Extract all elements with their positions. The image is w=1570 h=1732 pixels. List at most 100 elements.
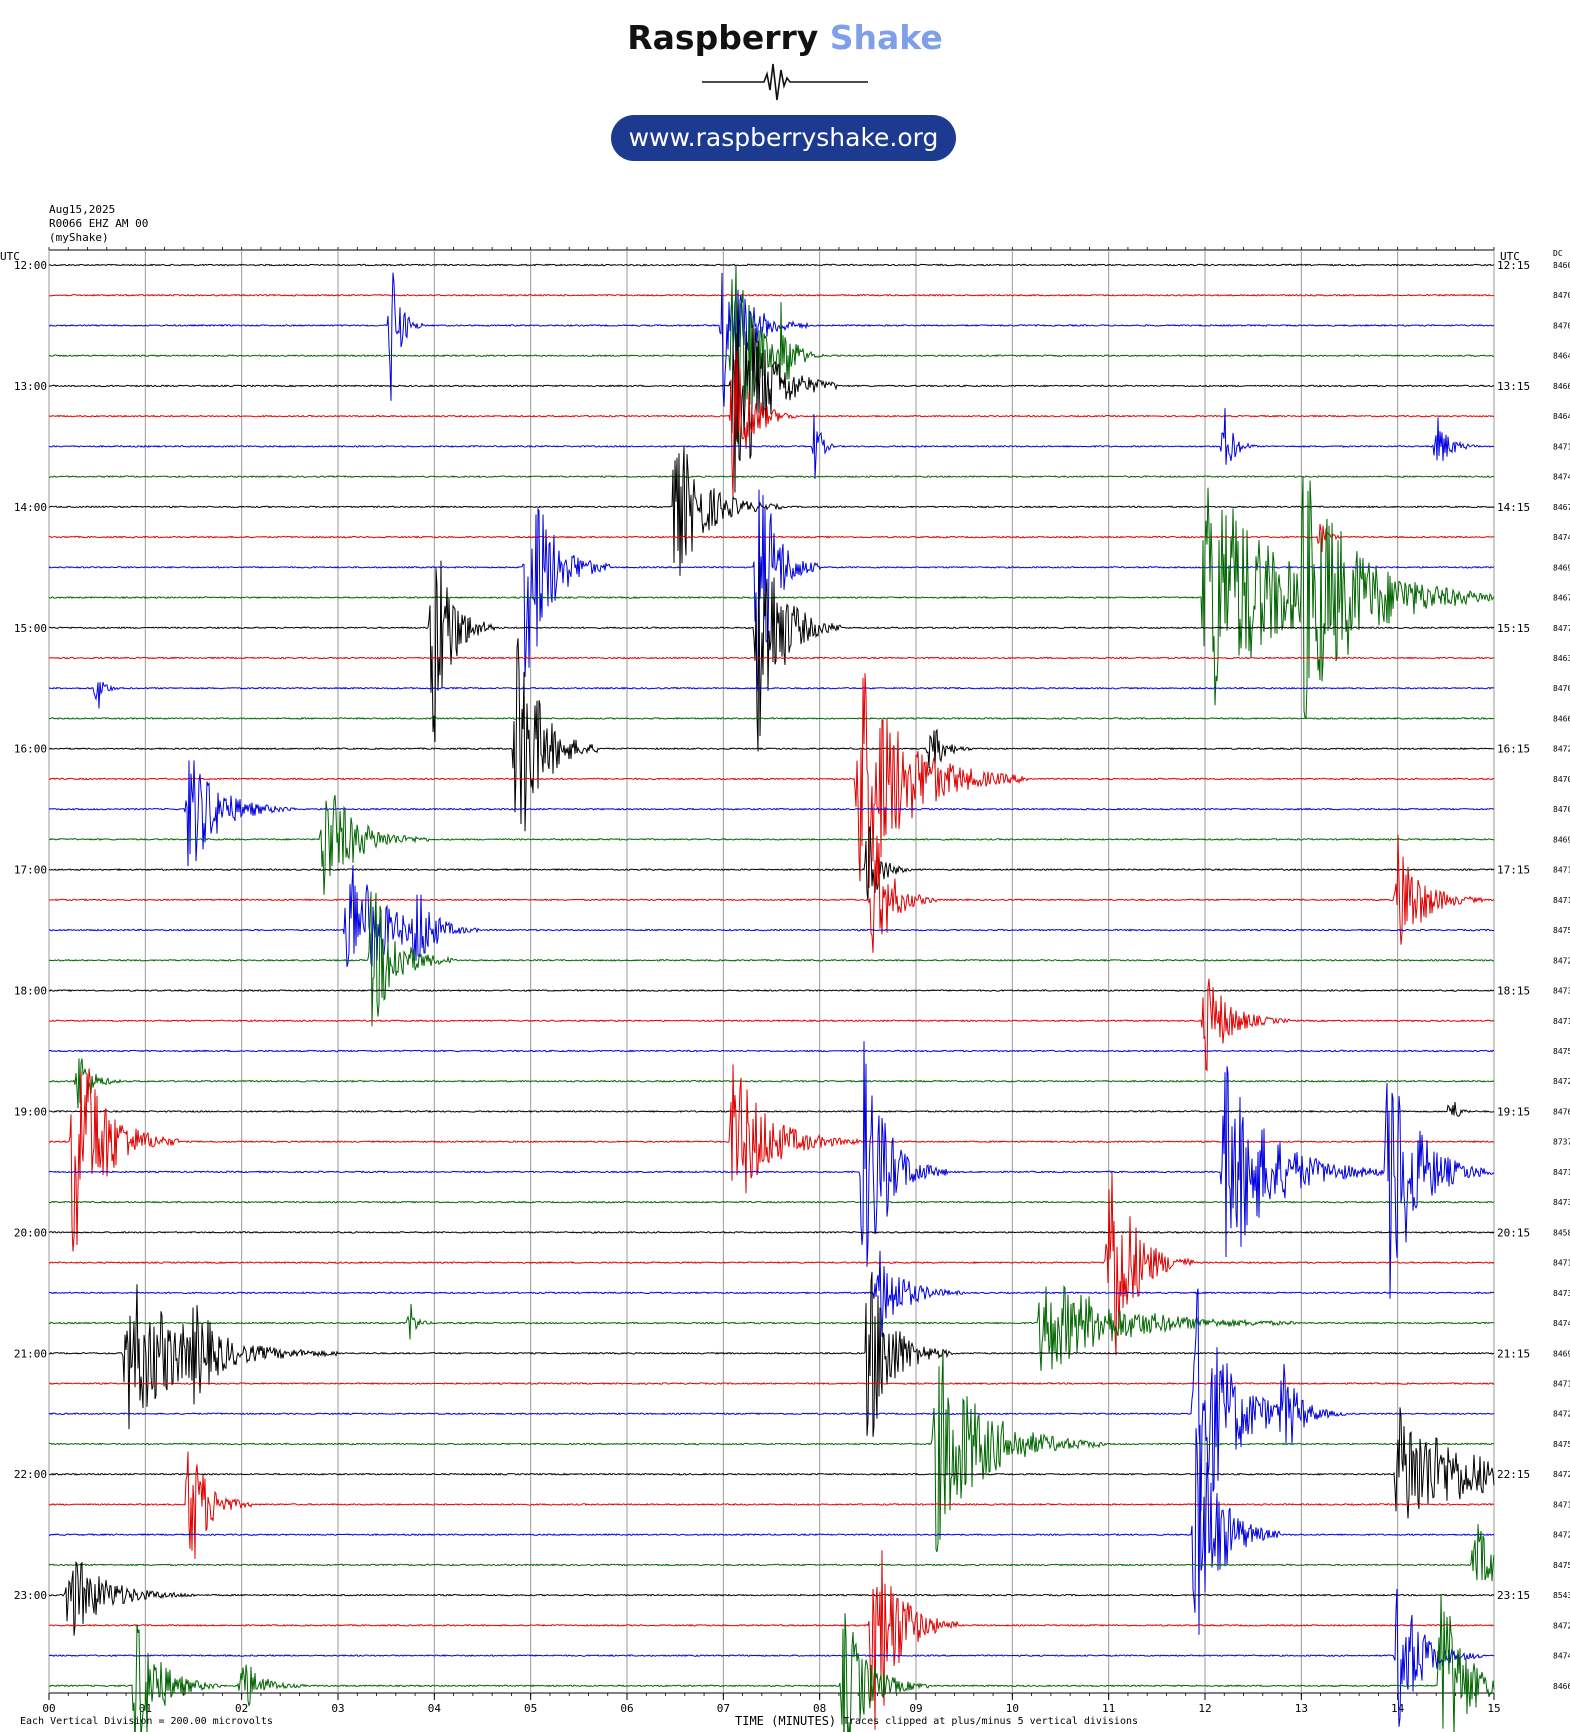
dc-offset-label: 8472 xyxy=(1553,1410,1570,1419)
seismic-trace-24 xyxy=(48,891,1495,1027)
dc-offset-label: 8458 xyxy=(1553,1228,1570,1237)
dc-offset-label: 8464 xyxy=(1553,352,1570,361)
x-tick-label: 11 xyxy=(1102,1702,1115,1715)
seismic-trace-25 xyxy=(48,989,1495,992)
seismic-trace-45 xyxy=(48,1561,1495,1636)
hour-label-left: 22:00 xyxy=(14,1468,47,1481)
hour-label-right: 23:15 xyxy=(1497,1589,1530,1602)
seismograph-wave-icon xyxy=(702,63,868,101)
dc-offset-label: 8474 xyxy=(1553,533,1570,542)
seismic-trace-21 xyxy=(48,826,1495,901)
dc-offset-label: 8472 xyxy=(1553,1531,1570,1540)
dc-offset-label: 8471 xyxy=(1553,1380,1570,1389)
seismic-trace-16 xyxy=(48,716,1494,720)
hour-label-left: 20:00 xyxy=(14,1226,47,1239)
dc-offset-label: 8472 xyxy=(1553,1077,1570,1086)
hour-label-right: 13:15 xyxy=(1497,380,1530,393)
seismic-trace-1 xyxy=(48,263,1495,267)
x-tick-label: 06 xyxy=(620,1702,633,1715)
hour-label-right: 18:15 xyxy=(1497,985,1530,998)
dc-offset-label: 8474 xyxy=(1553,473,1570,482)
dc-offset-label: 8473 xyxy=(1553,1198,1570,1207)
seismic-trace-4 xyxy=(48,264,1495,445)
scale-note: Each Vertical Division = 200.00 microvol… xyxy=(20,1716,273,1727)
hour-label-left: 18:00 xyxy=(14,985,47,998)
raspberry-shake-logo: Raspberry Shake www.raspberryshake.org xyxy=(0,0,1570,175)
seismic-trace-2 xyxy=(48,293,1495,297)
dc-offset-label: 8467 xyxy=(1553,503,1570,512)
dc-offset-label: 8543 xyxy=(1553,1591,1570,1600)
left-axis-label: UTC xyxy=(0,250,20,263)
seismic-trace-36 xyxy=(48,1285,1495,1371)
dc-offset-label: 8467 xyxy=(1553,594,1570,603)
seismic-trace-6 xyxy=(48,350,1495,497)
dc-offset-label: 8471 xyxy=(1553,896,1570,905)
seismic-trace-27 xyxy=(48,1049,1495,1053)
dc-offset-label: 8475 xyxy=(1553,1440,1570,1449)
x-tick-label: 02 xyxy=(235,1702,248,1715)
hour-label-left: 23:00 xyxy=(14,1589,47,1602)
dc-offset-label: 8472 xyxy=(1553,745,1570,754)
seismic-trace-13 xyxy=(49,560,1495,752)
hour-label-right: 22:15 xyxy=(1497,1468,1530,1481)
dc-offset-label: 8477 xyxy=(1553,624,1570,633)
hour-label-left: 13:00 xyxy=(14,380,47,393)
seismic-trace-15 xyxy=(48,681,1495,709)
dc-offset-label: 8475 xyxy=(1553,926,1570,935)
seismic-trace-19 xyxy=(48,760,1495,867)
dc-offset-label: 8472 xyxy=(1553,1470,1570,1479)
hour-label-left: 15:00 xyxy=(14,622,47,635)
x-axis-label: TIME (MINUTES) xyxy=(735,1714,837,1728)
seismic-trace-46 xyxy=(48,1550,1495,1730)
seismic-trace-32 xyxy=(48,1200,1495,1204)
right-axis-label: UTC xyxy=(1500,250,1520,263)
network-name: (myShake) xyxy=(49,231,109,244)
seismic-trace-30 xyxy=(48,1064,1495,1252)
dc-offset-label: 8469 xyxy=(1553,563,1570,572)
seismic-trace-20 xyxy=(49,795,1495,895)
seismic-trace-42 xyxy=(48,1451,1495,1559)
hour-label-right: 15:15 xyxy=(1497,622,1530,635)
dc-offset-label: 8470 xyxy=(1553,805,1570,814)
seismic-trace-28 xyxy=(48,1058,1495,1109)
seismic-trace-14 xyxy=(48,656,1495,660)
hour-label-left: 14:00 xyxy=(14,501,47,514)
website-link[interactable]: www.raspberryshake.org xyxy=(611,115,956,161)
seismic-trace-9 xyxy=(48,446,1495,576)
seismic-trace-7 xyxy=(48,408,1495,479)
record-date: Aug15,2025 xyxy=(49,203,116,216)
seismic-trace-40 xyxy=(49,1351,1495,1553)
hour-label-left: 21:00 xyxy=(14,1347,47,1360)
hour-label-left: 12:00 xyxy=(14,259,47,272)
hour-label-right: 12:15 xyxy=(1497,259,1530,272)
seismic-trace-26 xyxy=(48,978,1495,1072)
brand-wordmark: Raspberry Shake xyxy=(0,18,1570,57)
dc-offset-label: 8471 xyxy=(1553,1168,1570,1177)
dc-offset-label: 8466 xyxy=(1553,714,1570,723)
clip-note: Traces clipped at plus/minus 5 vertical … xyxy=(843,1716,1139,1727)
x-tick-label: 08 xyxy=(813,1702,826,1715)
dc-offset-label: 8470 xyxy=(1553,321,1570,330)
hour-label-right: 16:15 xyxy=(1497,743,1530,756)
dc-offset-label: 8460 xyxy=(1553,261,1570,270)
seismic-trace-48 xyxy=(48,1594,1495,1732)
seismic-trace-47 xyxy=(48,1588,1495,1727)
dc-offset-label: 8476 xyxy=(1553,1107,1570,1116)
x-tick-label: 12 xyxy=(1198,1702,1211,1715)
dc-offset-label: 8471 xyxy=(1553,1017,1570,1026)
seismic-trace-11 xyxy=(48,489,1495,692)
hour-label-right: 19:15 xyxy=(1497,1105,1530,1118)
x-tick-label: 10 xyxy=(1006,1702,1019,1715)
hour-label-right: 21:15 xyxy=(1497,1347,1530,1360)
dc-offset-label: 8466 xyxy=(1553,382,1570,391)
dc-offset-label: 8463 xyxy=(1553,654,1570,663)
dc-offset-label: 8470 xyxy=(1553,291,1570,300)
dc-offset-label: 8474 xyxy=(1553,1652,1570,1661)
dc-offset-label: 8470 xyxy=(1553,775,1570,784)
dc-column-label: DC xyxy=(1553,249,1563,258)
hour-label-left: 19:00 xyxy=(14,1105,47,1118)
x-tick-label: 07 xyxy=(717,1702,730,1715)
seismic-trace-17 xyxy=(48,638,1495,832)
plot-frame xyxy=(48,249,1495,1694)
